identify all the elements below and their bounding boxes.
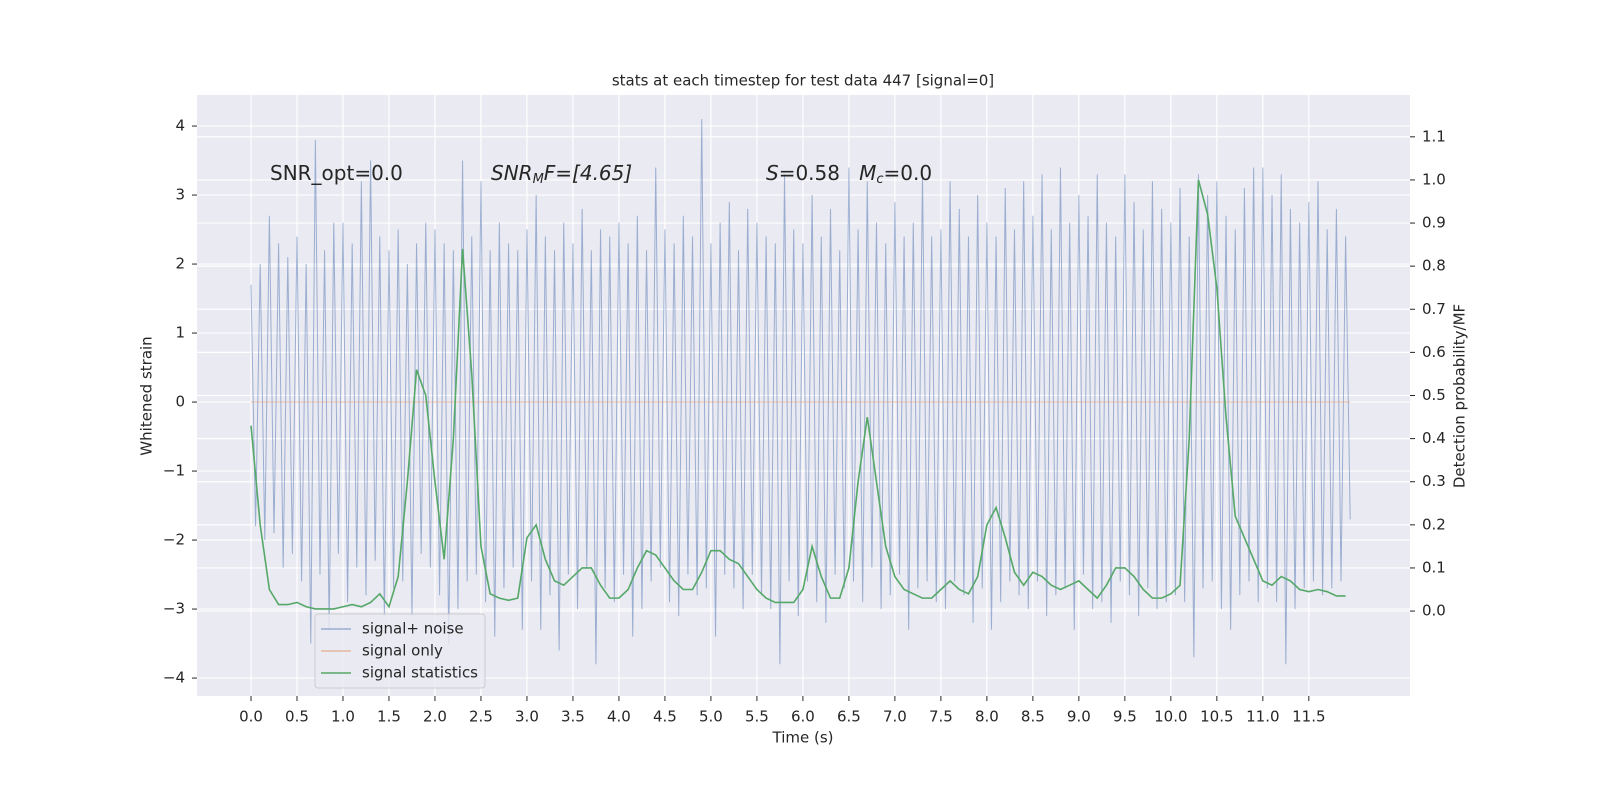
- x-tick-label: 5.5: [745, 708, 769, 726]
- y-tick-label: 2: [175, 255, 185, 273]
- annotation: SNRMF=[4.65]: [491, 161, 632, 187]
- x-tick-label: 0.5: [285, 708, 309, 726]
- legend-box: [314, 613, 486, 689]
- x-tick-label: 1.0: [331, 708, 355, 726]
- x-tick-label: 6.5: [837, 708, 861, 726]
- x-axis-label: Time (s): [772, 729, 834, 747]
- legend-label: signal+ noise: [362, 620, 464, 638]
- annotation-text: F=[4.65]: [544, 161, 632, 185]
- legend: signal+ noise signal only signal statistic…: [314, 613, 486, 689]
- x-tick-label: 10.0: [1154, 708, 1187, 726]
- legend-label: signal only: [362, 642, 443, 660]
- y-tick-label: 1: [175, 324, 185, 342]
- y2-tick-label: 1.0: [1422, 170, 1446, 188]
- annotation-text: c: [876, 172, 883, 187]
- y2-tick-label: 0.6: [1422, 343, 1446, 361]
- y-tick-label: −2: [163, 531, 185, 549]
- x-tick-label: 3.0: [515, 708, 539, 726]
- annotation: S=0.58 Mc=0.0: [766, 161, 932, 187]
- x-tick-label: 8.0: [975, 708, 999, 726]
- x-tick-label: 9.0: [1067, 708, 1091, 726]
- annotation-text: S: [766, 161, 779, 185]
- y-tick-label: −1: [163, 462, 185, 480]
- x-tick-label: 7.5: [929, 708, 953, 726]
- x-tick-label: 4.5: [653, 708, 677, 726]
- x-tick-label: 2.5: [469, 708, 493, 726]
- y-tick-label: 4: [175, 117, 185, 135]
- x-tick-label: 11.0: [1246, 708, 1279, 726]
- x-tick-label: 4.0: [607, 708, 631, 726]
- x-tick-label: 0.0: [239, 708, 263, 726]
- y2-tick-label: 0.5: [1422, 386, 1446, 404]
- x-tick-label: 2.0: [423, 708, 447, 726]
- annotation-text: =0.0: [884, 161, 933, 185]
- y-tick-label: −3: [163, 600, 185, 618]
- annotation: SNR_opt=0.0: [270, 161, 403, 185]
- x-tick-label: 10.5: [1200, 708, 1233, 726]
- y2-tick-label: 0.2: [1422, 515, 1446, 533]
- y2-tick-label: 0.1: [1422, 558, 1446, 576]
- y-axis-label: Whitened strain: [138, 336, 156, 455]
- y2-tick-label: 0.9: [1422, 214, 1446, 232]
- annotation-text: SNR: [491, 161, 533, 185]
- y-tick-label: 3: [175, 186, 185, 204]
- series-line: [250, 119, 1351, 665]
- y2-tick-label: 0.0: [1422, 602, 1446, 620]
- y-tick-label: 0: [175, 393, 185, 411]
- x-tick-label: 11.5: [1292, 708, 1325, 726]
- y-tick-label: −4: [163, 669, 185, 687]
- annotation-text: SNR_opt=0.0: [270, 161, 403, 185]
- marks: [250, 119, 1351, 665]
- y2-tick-label: 0.8: [1422, 257, 1446, 275]
- legend-label: signal statistics: [362, 664, 478, 682]
- annotation-text: M: [533, 172, 544, 187]
- y2-tick-label: 0.4: [1422, 429, 1446, 447]
- series-line: [250, 179, 1346, 610]
- annotation-text: =0.58: [779, 161, 859, 185]
- x-tick-label: 6.0: [791, 708, 815, 726]
- x-tick-label: 5.0: [699, 708, 723, 726]
- y2-tick-label: 0.3: [1422, 472, 1446, 490]
- y2-tick-label: 0.7: [1422, 300, 1446, 318]
- x-tick-label: 3.5: [561, 708, 585, 726]
- x-tick-label: 8.5: [1021, 708, 1045, 726]
- x-tick-label: 1.5: [377, 708, 401, 726]
- x-tick-label: 7.0: [883, 708, 907, 726]
- chart-title: stats at each timestep for test data 447…: [612, 72, 994, 90]
- y2-axis-label: Detection probability/MF: [1451, 304, 1469, 488]
- x-tick-label: 9.5: [1113, 708, 1137, 726]
- annotation-text: M: [859, 161, 876, 185]
- y2-tick-label: 1.1: [1422, 127, 1446, 145]
